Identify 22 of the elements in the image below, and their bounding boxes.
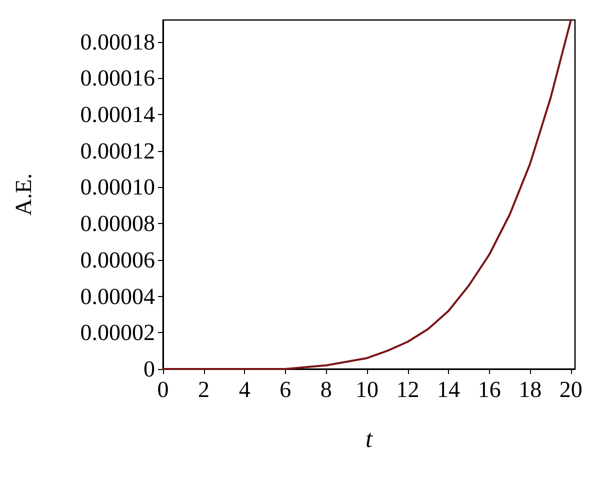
x-tick-label: 14 — [437, 377, 461, 402]
y-tick-label: 0.00004 — [80, 284, 156, 309]
x-tick-label: 6 — [280, 377, 292, 402]
x-tick-label: 10 — [355, 377, 378, 402]
y-tick-label: 0.00016 — [80, 66, 155, 91]
x-tick-label: 18 — [518, 377, 542, 402]
y-tick-label: 0.00014 — [80, 102, 156, 128]
y-tick-label: 0.00006 — [80, 247, 155, 272]
x-axis-title: t — [366, 426, 374, 453]
y-tick-label: 0.00008 — [80, 211, 155, 236]
x-tick-label: 16 — [478, 377, 501, 402]
x-tick-label: 2 — [198, 377, 210, 402]
x-tick-label: 12 — [396, 377, 420, 402]
x-tick-label: 8 — [320, 377, 332, 402]
y-tick-label: 0 — [144, 356, 155, 382]
y-axis-title: A.E. — [11, 173, 36, 216]
y-tick-label: 0.00010 — [80, 174, 155, 200]
y-tick-label: 0.00002 — [80, 320, 155, 346]
x-tick-label: 4 — [238, 377, 251, 402]
y-tick-label: 0.00018 — [80, 29, 155, 54]
y-tick-label: 0.00012 — [80, 138, 155, 164]
x-tick-label: 20 — [559, 377, 582, 402]
